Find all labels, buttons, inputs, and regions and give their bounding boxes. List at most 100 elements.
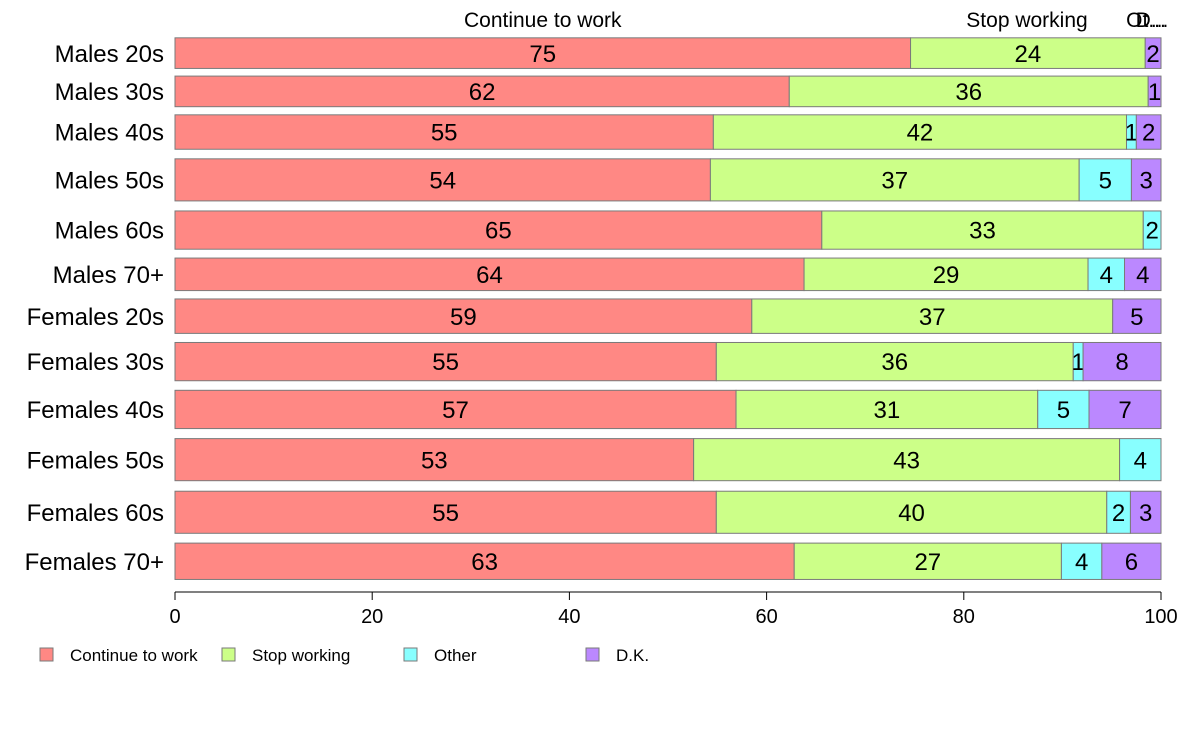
data-label: 63 — [471, 549, 498, 576]
legend-swatch — [39, 647, 54, 662]
top-series-label: Continue to work — [464, 9, 622, 32]
category-label: Females 40s — [27, 397, 164, 424]
bar-segment — [174, 210, 823, 250]
bar-segment — [1135, 114, 1162, 150]
bar-segment — [712, 114, 1127, 150]
data-label: 55 — [432, 349, 459, 376]
bar-segment — [821, 210, 1144, 250]
data-label: 2 — [1146, 41, 1159, 68]
bar-segment — [1087, 257, 1126, 292]
bar-segment — [1119, 438, 1162, 482]
bar-segment — [1144, 37, 1162, 69]
category-label: Males 30s — [55, 79, 164, 106]
data-label: 5 — [1130, 304, 1143, 331]
bar-segment — [1129, 490, 1162, 534]
category-label: Males 40s — [55, 120, 164, 147]
category-label: Females 30s — [27, 349, 164, 376]
data-label: 5 — [1099, 168, 1112, 195]
data-label: 65 — [485, 218, 512, 245]
bar-segment — [174, 298, 753, 334]
x-tick-label: 40 — [558, 606, 580, 628]
x-tick-label: 60 — [755, 606, 777, 628]
data-label: 33 — [969, 218, 996, 245]
legend-swatch — [403, 647, 418, 662]
data-label: 4 — [1134, 447, 1147, 474]
data-label: 1 — [1148, 79, 1161, 106]
legend-swatch — [221, 647, 236, 662]
data-label: 31 — [874, 397, 901, 424]
legend-label: D.K. — [616, 646, 649, 665]
bar-segment — [174, 389, 737, 430]
bar-segment — [1082, 341, 1162, 382]
data-label: 75 — [529, 41, 556, 68]
data-label: 64 — [476, 262, 503, 289]
data-label: 55 — [432, 500, 459, 527]
data-label: 55 — [431, 120, 458, 147]
x-tick-label: 100 — [1144, 606, 1177, 628]
data-label: 40 — [898, 500, 925, 527]
data-label: 24 — [1015, 41, 1042, 68]
data-label: 4 — [1075, 549, 1088, 576]
data-label: 5 — [1057, 397, 1070, 424]
data-label: 57 — [442, 397, 469, 424]
data-label: 36 — [881, 349, 908, 376]
data-label: 36 — [955, 79, 982, 106]
legend: Continue to work Stop working Other D.K. — [39, 646, 649, 665]
data-label: 2 — [1142, 120, 1155, 147]
category-label: Females 20s — [27, 304, 164, 331]
x-axis: 0 20 40 60 80 100 — [169, 591, 1178, 628]
data-label: 27 — [914, 549, 941, 576]
data-label: 4 — [1100, 262, 1113, 289]
bar-segment — [793, 542, 1062, 580]
bar-segment — [1101, 542, 1162, 580]
bar-segment — [174, 114, 714, 150]
data-label: 53 — [421, 447, 448, 474]
bar-segment — [174, 75, 790, 108]
bar-segment — [715, 490, 1108, 534]
legend-label: Stop working — [252, 646, 350, 665]
data-label: 37 — [881, 168, 908, 195]
top-series-label: Stop working — [966, 9, 1087, 32]
x-tick-label: 20 — [361, 606, 383, 628]
top-series-label: Ot... — [1126, 9, 1166, 32]
bar-segment — [788, 75, 1149, 108]
category-label: Males 60s — [55, 218, 164, 245]
data-label: 6 — [1125, 549, 1138, 576]
bar-segment — [715, 341, 1074, 382]
legend-label: Continue to work — [70, 646, 198, 665]
bar-segment — [174, 542, 795, 580]
x-tick-label: 0 — [169, 606, 180, 628]
data-label: 43 — [893, 447, 920, 474]
data-label: 4 — [1136, 262, 1149, 289]
bar-segment — [174, 257, 805, 292]
data-label: 2 — [1145, 218, 1158, 245]
category-label: Males 50s — [55, 168, 164, 195]
bar-segment — [1142, 210, 1162, 250]
data-label: 1 — [1125, 120, 1138, 147]
data-label: 2 — [1112, 500, 1125, 527]
bar-segment — [174, 341, 717, 382]
data-label: 54 — [429, 168, 456, 195]
data-label: 62 — [469, 79, 496, 106]
category-label: Females 50s — [27, 447, 164, 474]
category-label: Females 70+ — [25, 549, 164, 576]
data-label: 59 — [450, 304, 477, 331]
bar-segment — [1130, 158, 1162, 202]
x-tick-label: 80 — [953, 606, 975, 628]
top-labels: Continue to work Stop working Ot...D... — [464, 9, 1168, 32]
data-label: 8 — [1115, 349, 1128, 376]
category-label: Males 70+ — [53, 262, 164, 289]
data-label: 3 — [1139, 500, 1152, 527]
data-label: 1 — [1071, 349, 1084, 376]
data-label: 37 — [919, 304, 946, 331]
legend-swatch — [585, 647, 600, 662]
bars: 75 24 262 36 155 42 1 254 37 5 365 33 264 29 4 459 37 555… — [174, 37, 1162, 580]
bar-segment — [709, 158, 1080, 202]
top-series-label: D... — [1136, 9, 1169, 32]
data-label: 7 — [1118, 397, 1131, 424]
bar-segment — [1124, 257, 1162, 292]
data-label: 42 — [907, 120, 934, 147]
bar-segment — [174, 490, 717, 534]
